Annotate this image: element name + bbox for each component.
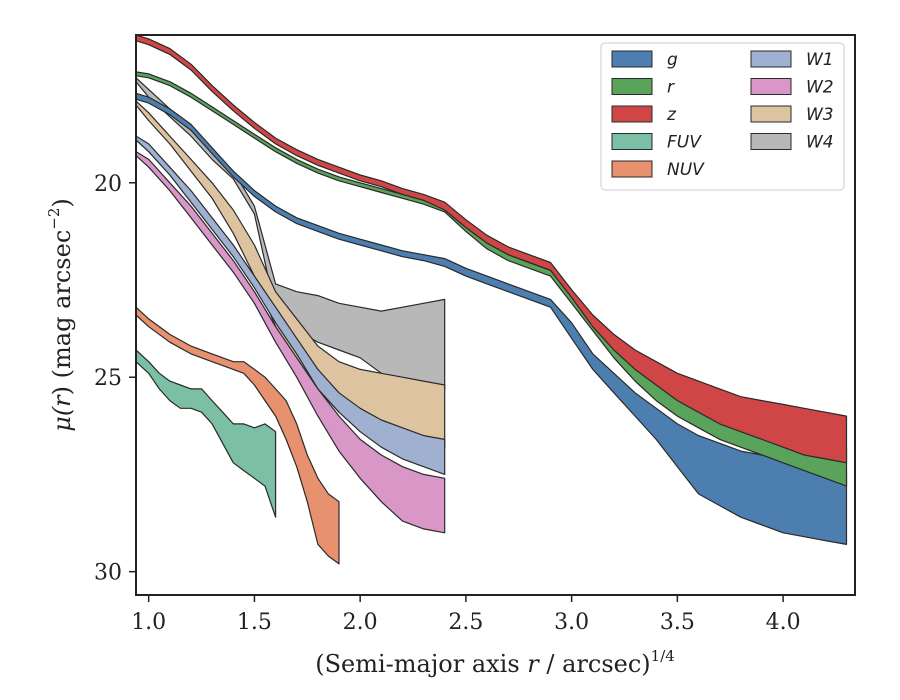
legend-label-g: g <box>667 50 678 70</box>
x-axis-ticks: 1.0 1.5 2.0 2.5 3.0 3.5 4.0 <box>131 595 801 635</box>
legend-swatch-w4 <box>750 133 792 150</box>
legend-swatch-w3 <box>750 105 792 123</box>
legend-swatch-g <box>611 50 653 68</box>
x-tick-label: 3.5 <box>660 610 695 635</box>
y-tick-label: 25 <box>94 366 122 391</box>
x-tick-label: 2.5 <box>448 610 483 635</box>
legend-label-w1: W1 <box>806 50 834 70</box>
x-tick-label: 1.5 <box>237 610 272 635</box>
legend-swatch-r <box>611 78 653 95</box>
x-tick-label: 2.0 <box>343 610 378 635</box>
legend-label-nuv: NUV <box>667 160 705 180</box>
legend-label-z: z <box>666 105 677 125</box>
legend-label-w3: W3 <box>806 105 834 125</box>
y-tick-label: 30 <box>94 561 122 586</box>
legend-label-fuv: FUV <box>667 133 702 153</box>
x-tick-label: 4.0 <box>766 610 801 635</box>
series-band-w1 <box>136 135 446 475</box>
legend-label-w4: W4 <box>806 133 834 153</box>
series-band-z <box>136 35 848 464</box>
y-tick-label: 20 <box>94 172 122 197</box>
legend-label-w2: W2 <box>806 78 834 98</box>
plot-area <box>136 35 848 565</box>
y-axis-ticks: 20 25 30 <box>94 172 136 586</box>
legend-swatch-fuv <box>611 133 653 150</box>
series-band-fuv <box>136 349 277 518</box>
series-band-nuv <box>136 306 340 565</box>
legend: grz FUV NUV W1 W2 W3 W4 <box>600 42 845 191</box>
legend-swatch-z <box>611 105 653 123</box>
legend-swatch-w1 <box>750 50 792 68</box>
legend-swatch-w2 <box>750 78 792 95</box>
y-axis-label: μ(r) (mag arcsec−2) <box>45 198 76 432</box>
legend-label-r: r <box>667 78 675 98</box>
series-band-w2 <box>136 151 446 534</box>
series-band-g <box>136 92 848 545</box>
x-tick-label: 1.0 <box>131 610 166 635</box>
legend-swatch-nuv <box>611 160 653 178</box>
x-tick-label: 3.0 <box>554 610 589 635</box>
x-axis-label: (Semi-major axis r / arcsec)1/4 <box>315 647 675 678</box>
axes-frame <box>135 34 856 596</box>
